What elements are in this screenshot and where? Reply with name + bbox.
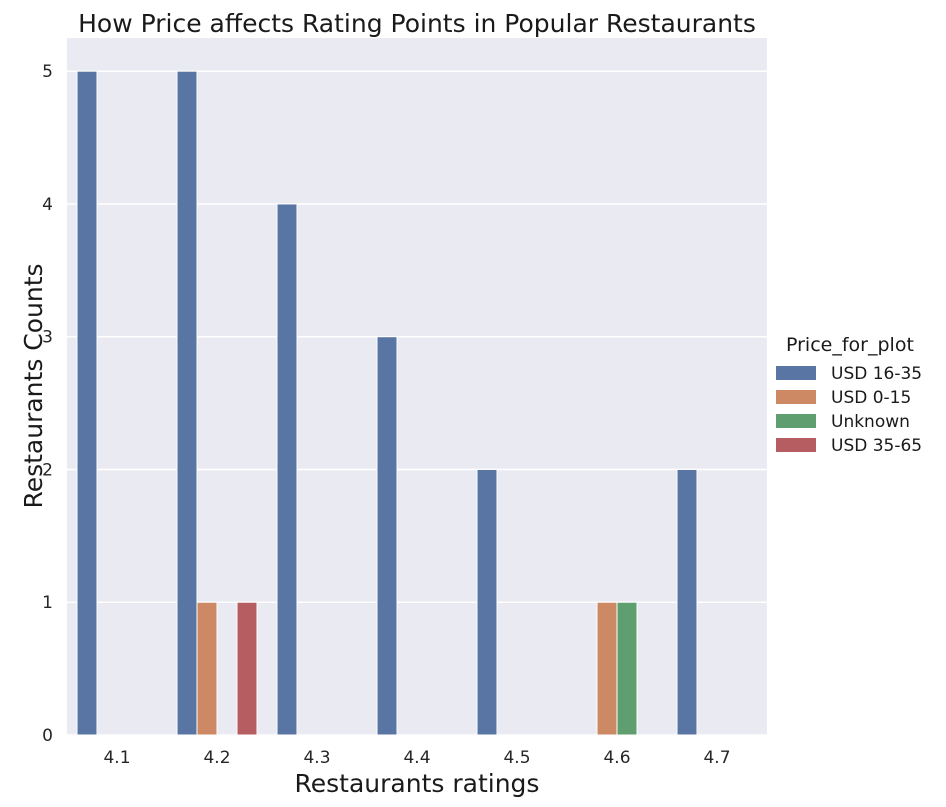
bar bbox=[76, 70, 98, 736]
bar bbox=[276, 203, 298, 736]
legend-label: Unknown bbox=[831, 412, 910, 432]
bar bbox=[236, 601, 258, 736]
legend-swatch bbox=[776, 438, 816, 452]
bars bbox=[76, 70, 698, 736]
legend-label: USD 35-65 bbox=[831, 436, 922, 456]
bar bbox=[616, 601, 638, 736]
legend-swatch bbox=[776, 414, 816, 428]
plot-area bbox=[67, 38, 767, 735]
y-tick-label: 3 bbox=[42, 328, 53, 348]
y-axis-title: Restaurants Counts bbox=[19, 263, 48, 508]
legend-label: USD 16-35 bbox=[831, 364, 922, 384]
legend-title: Price_for_plot bbox=[786, 334, 914, 356]
chart-title: How Price affects Rating Points in Popul… bbox=[78, 9, 756, 38]
bar bbox=[376, 336, 398, 736]
bar bbox=[596, 601, 618, 736]
bar bbox=[196, 601, 218, 736]
x-tick-label: 4.2 bbox=[203, 748, 230, 768]
x-tick-label: 4.3 bbox=[303, 748, 330, 768]
legend-items: USD 16-35 USD 0-15 Unknown USD 35-65 bbox=[776, 364, 922, 456]
x-tick-labels: 4.1 4.2 4.3 4.4 4.5 4.6 4.7 bbox=[103, 748, 730, 768]
y-tick-label: 2 bbox=[42, 460, 53, 480]
x-tick-label: 4.5 bbox=[503, 748, 530, 768]
y-tick-label: 4 bbox=[42, 195, 53, 215]
bar bbox=[176, 70, 198, 736]
y-tick-label: 5 bbox=[42, 62, 53, 82]
y-tick-label: 0 bbox=[42, 726, 53, 746]
legend-label: USD 0-15 bbox=[831, 388, 911, 408]
x-axis-title: Restaurants ratings bbox=[295, 769, 540, 798]
bar bbox=[476, 468, 498, 736]
x-tick-label: 4.7 bbox=[703, 748, 730, 768]
legend-swatch bbox=[776, 390, 816, 404]
x-tick-label: 4.4 bbox=[403, 748, 430, 768]
y-tick-labels: 0 1 2 3 4 5 bbox=[42, 62, 53, 746]
y-tick-label: 1 bbox=[42, 593, 53, 613]
x-tick-label: 4.6 bbox=[603, 748, 630, 768]
legend-swatch bbox=[776, 366, 816, 380]
x-tick-label: 4.1 bbox=[103, 748, 130, 768]
bar bbox=[676, 468, 698, 736]
